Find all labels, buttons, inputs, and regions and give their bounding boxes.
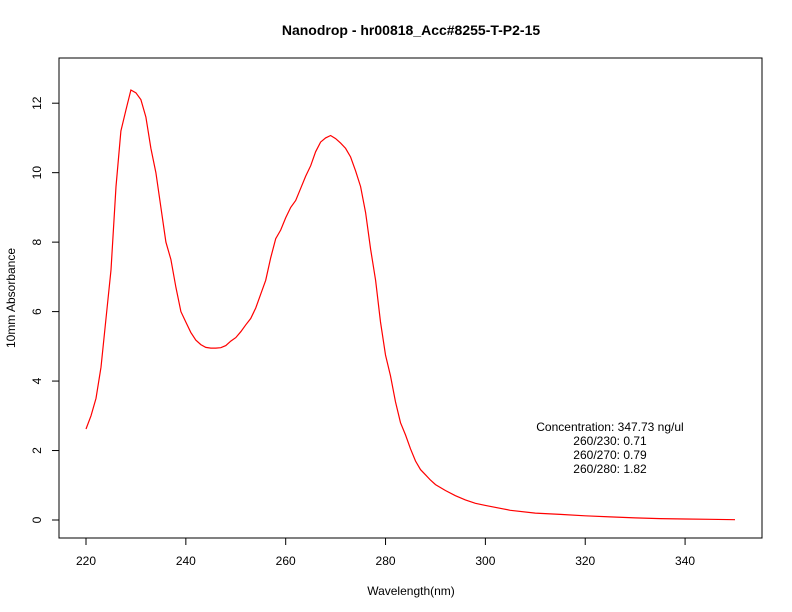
absorbance-series-line (85, 89, 736, 521)
y-tick-label: 4 (30, 377, 44, 384)
x-tick-label: 340 (675, 554, 695, 568)
y-tick-label: 0 (30, 516, 44, 523)
x-tick-label: 320 (575, 554, 595, 568)
x-axis: 220 240 260 280 300 320 340 (76, 537, 695, 568)
concentration-text: Concentration: 347.73 ng/ul (536, 420, 683, 434)
ratio-260-230-text: 260/230: 0.71 (573, 434, 647, 448)
y-axis-label: 10mm Absorbance (4, 248, 18, 348)
plot-frame (58, 57, 763, 539)
x-tick-label: 260 (276, 554, 296, 568)
x-tick-label: 220 (76, 554, 96, 568)
y-axis: 0 2 4 6 8 10 12 (30, 96, 60, 523)
x-axis-label: Wavelength(nm) (367, 584, 455, 598)
x-tick-label: 240 (176, 554, 196, 568)
y-tick-label: 8 (30, 238, 44, 245)
stats-annotation: Concentration: 347.73 ng/ul 260/230: 0.7… (536, 420, 683, 476)
y-tick-label: 2 (30, 447, 44, 454)
y-tick-label: 12 (30, 96, 44, 110)
x-tick-label: 300 (475, 554, 495, 568)
x-tick-label: 280 (376, 554, 396, 568)
y-tick-label: 6 (30, 308, 44, 315)
series-layer (85, 89, 736, 521)
chart-title: Nanodrop - hr00818_Acc#8255-T-P2-15 (282, 22, 541, 38)
y-tick-label: 10 (30, 166, 44, 180)
ratio-260-270-text: 260/270: 0.79 (573, 448, 647, 462)
ratio-260-280-text: 260/280: 1.82 (573, 462, 647, 476)
